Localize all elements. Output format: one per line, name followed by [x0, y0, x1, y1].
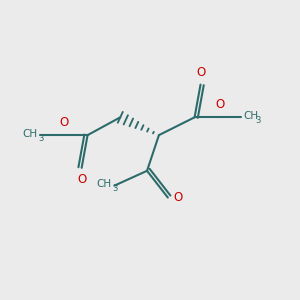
- Text: CH: CH: [97, 179, 112, 190]
- Text: 3: 3: [255, 116, 260, 125]
- Text: 3: 3: [112, 184, 118, 193]
- Text: O: O: [77, 173, 86, 186]
- Text: O: O: [215, 98, 224, 111]
- Text: CH: CH: [22, 129, 38, 139]
- Text: O: O: [59, 116, 68, 129]
- Text: O: O: [196, 66, 205, 79]
- Text: 3: 3: [38, 134, 43, 142]
- Text: O: O: [173, 191, 182, 204]
- Text: CH: CH: [244, 111, 259, 121]
